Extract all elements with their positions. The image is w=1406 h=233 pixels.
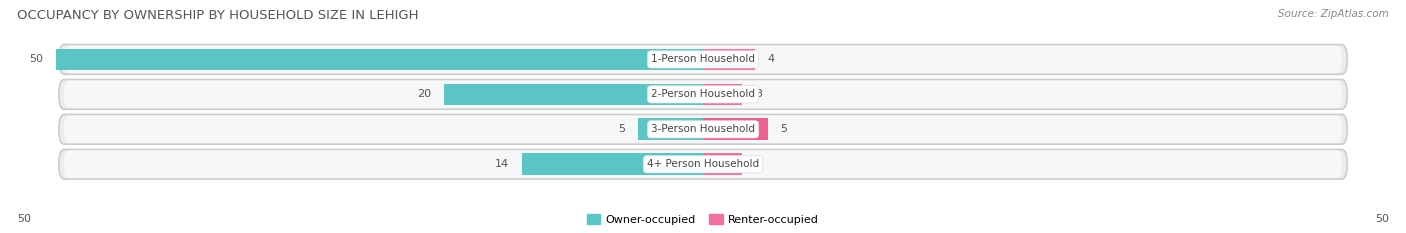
FancyBboxPatch shape [59, 114, 1347, 144]
FancyBboxPatch shape [59, 45, 1347, 74]
Text: Source: ZipAtlas.com: Source: ZipAtlas.com [1278, 9, 1389, 19]
FancyBboxPatch shape [65, 46, 1341, 73]
Text: 1-Person Household: 1-Person Household [651, 55, 755, 64]
Text: 50: 50 [17, 214, 31, 224]
Text: OCCUPANCY BY OWNERSHIP BY HOUSEHOLD SIZE IN LEHIGH: OCCUPANCY BY OWNERSHIP BY HOUSEHOLD SIZE… [17, 9, 419, 22]
Text: 3-Person Household: 3-Person Household [651, 124, 755, 134]
Text: 50: 50 [1375, 214, 1389, 224]
Bar [444, 84, 703, 105]
Bar [703, 84, 742, 105]
FancyBboxPatch shape [65, 116, 1341, 143]
FancyBboxPatch shape [59, 79, 1347, 109]
FancyBboxPatch shape [59, 149, 1347, 179]
Text: 2-Person Household: 2-Person Household [651, 89, 755, 99]
Text: 3: 3 [755, 89, 762, 99]
Text: 5: 5 [619, 124, 626, 134]
Bar [703, 154, 742, 175]
Bar [56, 49, 703, 70]
Text: 4+ Person Household: 4+ Person Household [647, 159, 759, 169]
Text: 50: 50 [30, 55, 44, 64]
Text: 3: 3 [755, 159, 762, 169]
Bar [703, 118, 768, 140]
Text: 20: 20 [418, 89, 432, 99]
Bar [522, 154, 703, 175]
FancyBboxPatch shape [65, 81, 1341, 108]
Text: 14: 14 [495, 159, 509, 169]
Bar [703, 49, 755, 70]
Legend: Owner-occupied, Renter-occupied: Owner-occupied, Renter-occupied [582, 210, 824, 229]
Bar [638, 118, 703, 140]
Text: 5: 5 [780, 124, 787, 134]
FancyBboxPatch shape [65, 151, 1341, 178]
Text: 4: 4 [768, 55, 775, 64]
